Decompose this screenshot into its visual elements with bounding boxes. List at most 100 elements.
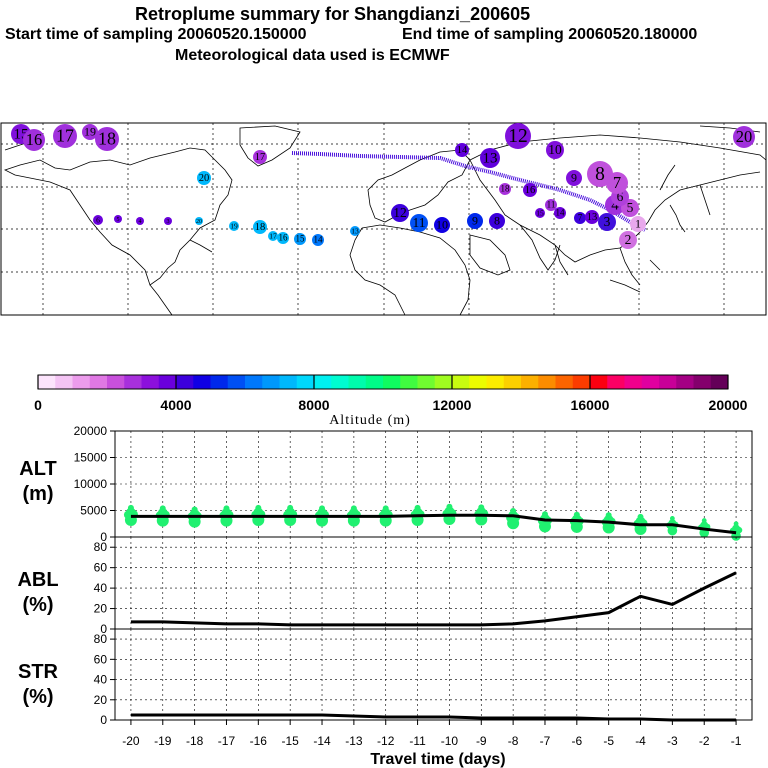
colorbar-cell [279,375,298,389]
altitude-point [733,521,739,527]
panel-unit: (m) [22,483,53,505]
altitude-point [637,513,644,520]
y-tick-label: 0 [100,622,107,636]
colorbar-tick-label: 4000 [160,397,191,413]
trajectory-point-label: 16 [279,233,289,243]
y-tick-label: 40 [94,673,108,687]
trajectory-point-marker [253,220,267,234]
altitude-point [573,511,580,518]
trajectory-point: 9 [566,170,582,186]
colorbar-cell [38,375,56,389]
y-tick-label: 60 [94,652,108,666]
y-tick-label: 20 [94,693,108,707]
trajectory-point-label: 18 [501,184,511,194]
altitude-point [123,510,132,519]
trajectory-point: 16 [23,129,45,151]
median-altitude-line [130,513,737,535]
trajectory-point-label: 6 [96,215,100,224]
trajectory-point-label: 14 [556,208,566,218]
trajectory-point-marker [197,171,211,185]
colorbar-cell [348,375,367,389]
trajectory-point-label: 5 [627,200,634,215]
trajectory-point-marker [294,233,306,245]
trajectory-point-label: 17 [269,231,277,240]
trajectory-point-label: 7 [578,213,583,223]
colorbar-cell [176,375,194,389]
colorbar-tick-label: 0 [34,397,42,413]
trajectory-point: 13 [350,226,360,236]
trajectory-point-marker [733,126,755,148]
trajectory-point-label: 8 [494,214,500,228]
trajectory-point-marker [229,221,239,231]
trajectory-point-marker [574,212,586,224]
trajectory-point-label: 15 [536,208,544,217]
trajectory-point-label: 3 [167,219,170,225]
trajectory-point: 2 [619,231,637,249]
altitude-point [223,505,230,512]
x-tick-label: -12 [377,734,395,748]
colorbar-cell [676,375,694,389]
trajectory-point: 17 [253,150,267,164]
colorbar-cell [383,375,401,389]
x-tick-label: -3 [667,734,678,748]
trajectory-point-marker [455,143,469,157]
colorbar-cell [124,375,142,389]
trajectory-point: 8 [489,213,505,229]
colorbar-cell [590,375,608,389]
trajectory-point-label: 2 [625,232,632,247]
y-tick-label: 20000 [74,424,108,438]
trajectory-point-marker [480,148,500,168]
altitude-point [701,518,707,523]
trajectory-point-label: 17 [255,152,266,163]
y-tick-label: 80 [94,540,108,554]
x-tick-label: -13 [345,734,363,748]
trajectory-point-marker [95,127,119,151]
altitude-point [382,505,389,512]
trajectory-point: 5 [114,215,122,223]
trajectory-point: 15 [535,208,545,218]
trajectory-point-marker [554,207,566,219]
colorbar-cell [659,375,677,389]
panel-label: ABL [17,569,58,591]
altitude-point [605,512,612,519]
trajectory-point: 13 [480,148,500,168]
trajectory-point: 17 [53,124,77,148]
trajectory-point: 15 [294,233,306,245]
trajectory-point-marker [82,124,98,140]
trajectory-point: 8 [587,161,613,187]
x-tick-label: -2 [699,734,710,748]
altitude-point [510,508,517,515]
trajectory-point-marker [546,141,564,159]
trajectory-point-marker [253,150,267,164]
colorbar-cell [141,375,160,389]
trajectory-point: 11 [545,199,557,211]
trajectory-point-label: 8 [595,164,605,185]
trajectory-point-label: 20 [736,127,753,146]
trajectory-point-marker [277,232,289,244]
panel-frame [114,536,753,630]
colorbar-cell [331,375,349,389]
panel-alt: 0 5000 10000 15000 20000 ALT (m) [19,424,753,544]
trajectory-point-label: 14 [314,235,324,245]
trajectory-point-marker [391,204,409,222]
y-tick-label: 80 [94,632,108,646]
trajectory-point-label: 20 [196,219,202,225]
altitude-point [414,504,421,511]
trajectory-point-label: 3 [604,214,611,229]
altitude-point [735,526,743,534]
trajectory-point-marker [114,215,122,223]
x-tick-label: -1 [731,734,742,748]
trajectory-point-marker [410,214,428,232]
colorbar-cell [72,375,91,389]
trajectory-point: 19 [82,124,98,140]
x-tick-label: -18 [186,734,204,748]
trajectory-point-marker [23,129,45,151]
trajectory-point-label: 12 [393,205,407,220]
x-axis: -20 -19 -18 -17 -16 -15 -14 -13 -12 -11 -10 -9 -8 -7 -… [122,720,742,768]
trajectory-point-label: 20 [199,173,210,184]
colorbar-cell [693,375,712,389]
x-tick-label: -15 [282,734,300,748]
trajectory-point-label: 11 [413,215,426,230]
trajectory-point-label: 9 [571,171,577,185]
